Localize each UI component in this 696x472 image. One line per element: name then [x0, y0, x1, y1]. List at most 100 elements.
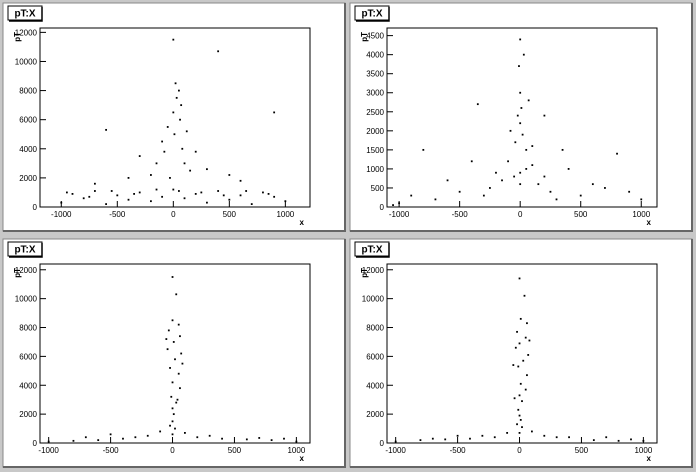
point [200, 191, 203, 194]
point [184, 431, 186, 434]
point [456, 434, 459, 437]
point [410, 194, 413, 197]
point [163, 150, 166, 153]
point [604, 187, 606, 189]
point [283, 437, 285, 440]
point [630, 438, 632, 441]
point [82, 197, 85, 200]
x-tick-label: -500 [103, 446, 120, 455]
x-tick-label: 0 [518, 210, 523, 219]
point [516, 330, 518, 333]
point [217, 190, 220, 192]
x-tick-label: -1000 [38, 446, 59, 455]
point [284, 200, 287, 203]
pad-bevel [350, 239, 693, 468]
point [258, 437, 261, 439]
point [518, 414, 521, 417]
point [446, 179, 449, 182]
point [522, 359, 525, 362]
x-tick-label: 1000 [276, 210, 294, 219]
point [169, 176, 171, 179]
point [526, 322, 528, 325]
y-tick-label: 0 [33, 439, 38, 448]
plot-frame [39, 263, 311, 444]
point [567, 168, 570, 170]
point [270, 439, 273, 442]
point [93, 190, 96, 192]
point [133, 193, 136, 195]
point [97, 439, 100, 442]
x-tick-label: -500 [452, 210, 469, 219]
y-tick-label: 12000 [15, 266, 38, 275]
point [172, 188, 175, 191]
y-tick-label: 2500 [366, 108, 384, 117]
point [173, 133, 176, 136]
x-tick-label: 1000 [287, 446, 305, 455]
point [517, 365, 520, 368]
point [509, 129, 512, 132]
point [568, 436, 570, 439]
point [392, 204, 394, 206]
point [71, 193, 74, 195]
y-tick-label: 4000 [366, 381, 384, 390]
y-tick-label: 4000 [19, 145, 37, 154]
point [109, 433, 112, 436]
y-tick-label: 6000 [19, 116, 37, 125]
y-tick-label: 8000 [366, 324, 384, 333]
point [239, 179, 242, 182]
x-tick-label: -1000 [385, 446, 406, 455]
point [178, 190, 180, 192]
point [543, 434, 546, 437]
point [524, 336, 527, 339]
point [469, 437, 471, 440]
x-tick-label: 1000 [632, 210, 650, 219]
y-tick-label: 0 [380, 203, 385, 212]
point [522, 53, 525, 56]
y-tick-label: 6000 [19, 352, 37, 361]
y-tick-label: 2000 [366, 127, 384, 136]
point [519, 171, 522, 174]
y-tick-label: 8000 [19, 324, 37, 333]
point [493, 436, 496, 439]
y-tick-label: 10000 [15, 295, 38, 304]
point [245, 438, 248, 441]
point [617, 439, 620, 442]
point [116, 194, 119, 197]
point [172, 413, 175, 416]
x-tick-label: 0 [170, 446, 175, 455]
chart-title: pT:X [361, 9, 382, 20]
point [434, 198, 437, 201]
point [519, 122, 522, 125]
point [167, 329, 170, 332]
point [105, 203, 107, 205]
point [295, 440, 298, 443]
y-axis-label: pT [360, 32, 369, 42]
point [640, 198, 643, 201]
point [507, 160, 509, 163]
point [171, 407, 174, 410]
point [476, 103, 479, 106]
point [520, 107, 523, 109]
y-tick-label: 12000 [362, 266, 385, 275]
pad-bevel [3, 239, 346, 468]
point [555, 436, 558, 439]
point [444, 438, 447, 441]
point [47, 440, 50, 443]
point [170, 395, 173, 398]
y-tick-label: 6000 [366, 352, 384, 361]
point [175, 401, 178, 404]
point [88, 195, 91, 198]
y-axis-label: pT [13, 32, 22, 42]
point [179, 387, 181, 390]
point [180, 104, 183, 107]
pad: -1000 -500 0 500 1000 0 500 1000 1500 2000 2500 300… [349, 2, 693, 232]
chart-title: pT:X [14, 245, 35, 256]
point [171, 276, 174, 278]
point [122, 437, 124, 440]
point [171, 420, 174, 423]
y-tick-label: 4000 [366, 51, 384, 60]
x-tick-label: -500 [450, 446, 467, 455]
x-tick-label: 0 [517, 446, 522, 455]
point [171, 433, 174, 436]
